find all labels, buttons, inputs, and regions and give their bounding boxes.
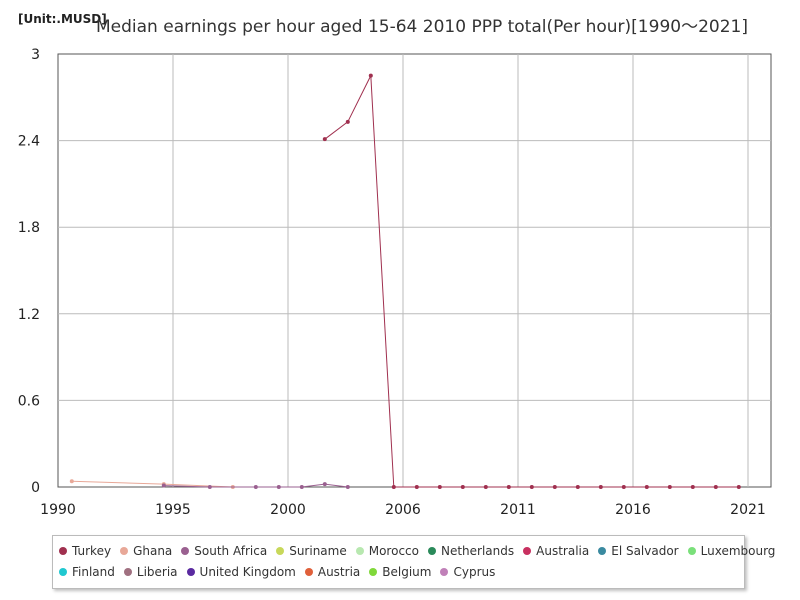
legend-swatch <box>59 546 67 555</box>
legend-label: Austria <box>317 564 361 579</box>
legend-swatch <box>59 567 67 576</box>
legend-item: United Kingdom <box>186 564 296 579</box>
x-tick-label: 1990 <box>40 502 76 518</box>
legend-item: Morocco <box>355 543 419 558</box>
data-point <box>322 137 327 142</box>
gridlines <box>58 54 771 487</box>
y-tick-label: 2.4 <box>18 134 40 150</box>
legend-swatch <box>355 546 364 555</box>
legend-item: Turkey <box>59 544 111 558</box>
data-point <box>69 479 74 484</box>
legend-label: Finland <box>72 564 115 579</box>
legend-swatch <box>427 546 436 555</box>
data-point <box>552 485 557 489</box>
x-tick-label: 2016 <box>615 502 651 518</box>
data-point <box>391 485 396 489</box>
data-point <box>322 482 327 487</box>
data-point <box>161 483 166 488</box>
data-point <box>598 485 603 489</box>
legend-label: Netherlands <box>440 543 515 558</box>
legend-swatch <box>523 546 532 555</box>
data-point <box>437 485 442 489</box>
data-point <box>414 485 419 489</box>
legend-item: Netherlands <box>427 543 515 558</box>
legend-swatch <box>123 567 132 576</box>
legend-item: Australia <box>523 544 589 558</box>
data-point <box>368 73 373 78</box>
x-tick-label: 2000 <box>270 502 306 518</box>
data-point <box>575 485 580 489</box>
legend-item: Suriname <box>276 544 347 558</box>
legend-item: Liberia <box>123 564 178 579</box>
legend-item: Luxembourg <box>687 543 776 558</box>
legend-row: Turkey Ghana South Africa Suriname Morocco Ne… <box>59 540 775 561</box>
legend-swatch <box>186 567 195 576</box>
data-point <box>483 485 488 489</box>
data-point <box>276 485 281 489</box>
legend-swatch <box>120 546 129 555</box>
legend-swatch <box>687 546 696 555</box>
legend-item: South Africa <box>181 544 267 558</box>
legend-item: Cyprus <box>440 565 495 579</box>
data-point <box>621 485 626 489</box>
data-point <box>345 485 350 489</box>
legend-swatch <box>598 546 607 555</box>
legend-swatch <box>276 546 285 555</box>
x-tick-label: 1995 <box>155 502 191 518</box>
legend-label: Suriname <box>289 543 347 558</box>
y-tick-label: 0 <box>31 480 40 496</box>
legend-swatch <box>369 567 378 576</box>
chart-title: Median earnings per hour aged 15-64 2010… <box>96 17 748 37</box>
data-point <box>713 485 718 489</box>
data-point <box>529 485 534 489</box>
data-point <box>644 485 649 489</box>
series-south-africa <box>161 482 350 489</box>
legend: Turkey Ghana South Africa Suriname Morocco Ne… <box>52 535 775 589</box>
legend-label: Ghana <box>133 543 173 558</box>
x-tick-label: 2006 <box>385 502 421 518</box>
data-point <box>207 485 212 489</box>
x-tick-label: 2011 <box>500 502 536 518</box>
data-point <box>460 485 465 489</box>
series-group <box>69 73 741 489</box>
legend-item: Ghana <box>120 544 172 558</box>
legend-label: Morocco <box>368 543 419 558</box>
legend-label: Australia <box>536 543 590 558</box>
legend-item: Finland <box>59 565 115 579</box>
data-point <box>345 119 350 124</box>
data-point <box>736 485 741 489</box>
x-axis-ticks: 1990 1995 2000 2006 2011 2016 2021 <box>40 502 766 518</box>
y-tick-label: 1.2 <box>18 307 40 323</box>
data-point <box>506 485 511 489</box>
legend-swatch <box>304 567 313 576</box>
legend-label: United Kingdom <box>199 564 296 579</box>
legend-label: Turkey <box>72 543 112 558</box>
legend-row: Finland Liberia United Kingdom Austria Belgi… <box>59 561 744 582</box>
legend-swatch <box>440 567 449 576</box>
legend-label: Liberia <box>136 564 178 579</box>
plot-area <box>57 53 772 488</box>
data-point <box>253 485 258 489</box>
y-tick-label: 1.8 <box>18 220 40 236</box>
legend-label: Luxembourg <box>700 543 776 558</box>
legend-label: Belgium <box>382 564 432 579</box>
legend-label: El Salvador <box>611 543 679 558</box>
data-point <box>299 485 304 489</box>
x-tick-label: 2021 <box>730 502 766 518</box>
unit-label: [Unit:.MUSD] <box>18 12 107 26</box>
data-point <box>667 485 672 489</box>
legend-item: El Salvador <box>598 543 679 558</box>
series-turkey <box>322 73 741 489</box>
legend-swatch <box>181 546 190 555</box>
legend-item: Austria <box>304 564 361 579</box>
y-axis-ticks: 0 0.6 1.2 1.8 2.4 3 <box>18 47 40 496</box>
y-tick-label: 3 <box>31 47 40 63</box>
data-point <box>690 485 695 489</box>
legend-label: South Africa <box>194 543 268 558</box>
legend-item: Belgium <box>369 565 431 579</box>
y-tick-label: 0.6 <box>18 393 40 409</box>
legend-label: Cyprus <box>453 564 496 579</box>
